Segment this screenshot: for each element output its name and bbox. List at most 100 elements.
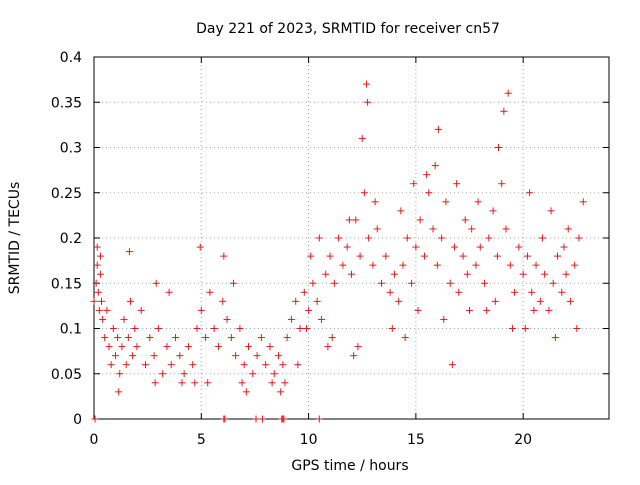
data-point — [451, 243, 458, 251]
data-point — [575, 234, 583, 242]
data-point — [429, 225, 437, 233]
data-point — [566, 297, 574, 305]
data-point — [472, 261, 480, 269]
data-point — [463, 270, 471, 278]
data-point — [262, 361, 270, 369]
data-point — [191, 379, 199, 387]
data-point — [322, 270, 330, 278]
data-point — [554, 252, 561, 260]
y-tick-label: 0.15 — [51, 276, 82, 292]
data-point — [146, 334, 154, 342]
data-point — [410, 180, 418, 188]
data-point — [197, 306, 205, 314]
chart-title: Day 221 of 2023, SRMTID for receiver cn5… — [196, 21, 500, 37]
data-point — [453, 180, 461, 188]
data-point — [343, 243, 351, 251]
data-point — [294, 361, 302, 369]
data-point — [275, 352, 283, 360]
data-point — [219, 297, 227, 305]
data-point — [545, 306, 553, 314]
data-points — [90, 80, 587, 423]
data-point — [305, 306, 313, 314]
data-point — [240, 361, 248, 369]
data-point — [508, 325, 516, 332]
data-point — [498, 180, 506, 188]
data-point — [115, 388, 123, 396]
data-point — [151, 379, 159, 387]
y-tick-label: 0.25 — [51, 186, 82, 202]
data-point — [307, 252, 315, 260]
data-point — [154, 325, 162, 332]
data-point — [434, 125, 442, 133]
data-point — [125, 248, 133, 256]
data-point — [96, 270, 104, 278]
data-point — [287, 315, 295, 323]
y-tick-label: 0.05 — [51, 367, 82, 383]
data-point — [93, 243, 101, 251]
data-point — [266, 343, 274, 351]
axis-ticks: 0 0.05 0.1 0.15 0.2 0.25 0.3 0.35 0.4 0 5 10 15 20 — [51, 50, 609, 448]
data-point — [96, 252, 104, 260]
data-point — [176, 352, 184, 360]
data-point — [369, 261, 377, 269]
data-point — [315, 415, 323, 423]
data-point — [309, 279, 317, 287]
data-point — [324, 343, 332, 351]
data-point — [249, 370, 257, 378]
data-point — [358, 134, 366, 142]
data-point — [101, 334, 109, 342]
data-point — [296, 325, 304, 332]
data-point — [489, 207, 497, 215]
data-point — [172, 334, 180, 342]
data-point — [345, 216, 353, 224]
data-point — [491, 297, 499, 305]
data-point — [420, 252, 428, 260]
data-point — [270, 370, 278, 378]
data-point — [94, 288, 102, 296]
data-point — [390, 270, 398, 278]
data-point — [196, 243, 204, 251]
data-point — [395, 297, 403, 305]
data-point — [547, 207, 555, 215]
data-point — [549, 279, 557, 287]
data-point — [122, 361, 130, 369]
data-point — [184, 343, 192, 351]
data-point — [530, 306, 538, 314]
data-point — [279, 415, 287, 423]
data-point — [523, 252, 531, 260]
data-point — [189, 361, 197, 369]
data-point — [315, 234, 323, 242]
data-point — [511, 288, 519, 296]
data-point — [152, 279, 160, 287]
data-point — [371, 198, 379, 206]
data-point — [114, 334, 122, 342]
data-point — [468, 225, 476, 233]
data-point — [92, 279, 100, 287]
data-point — [562, 270, 570, 278]
data-point — [528, 288, 536, 296]
data-point — [206, 288, 214, 296]
data-point — [425, 189, 433, 197]
data-point — [493, 252, 501, 260]
x-axis-label: GPS time / hours — [291, 458, 408, 474]
data-point — [502, 225, 510, 233]
data-point — [163, 343, 171, 351]
data-point — [300, 288, 308, 296]
data-point — [536, 297, 544, 305]
data-point — [281, 379, 289, 387]
data-point — [448, 361, 456, 369]
data-point — [360, 189, 368, 197]
data-point — [386, 288, 394, 296]
data-point — [354, 343, 362, 351]
data-point — [504, 89, 512, 97]
data-point — [461, 216, 469, 224]
data-point — [363, 80, 371, 88]
data-point — [105, 343, 113, 351]
data-point — [335, 234, 343, 242]
y-axis-label: SRMTID / TECUs — [7, 182, 23, 295]
data-point — [440, 315, 448, 323]
x-tick-label: 5 — [197, 432, 206, 448]
data-point — [227, 334, 235, 342]
data-point — [330, 279, 338, 287]
